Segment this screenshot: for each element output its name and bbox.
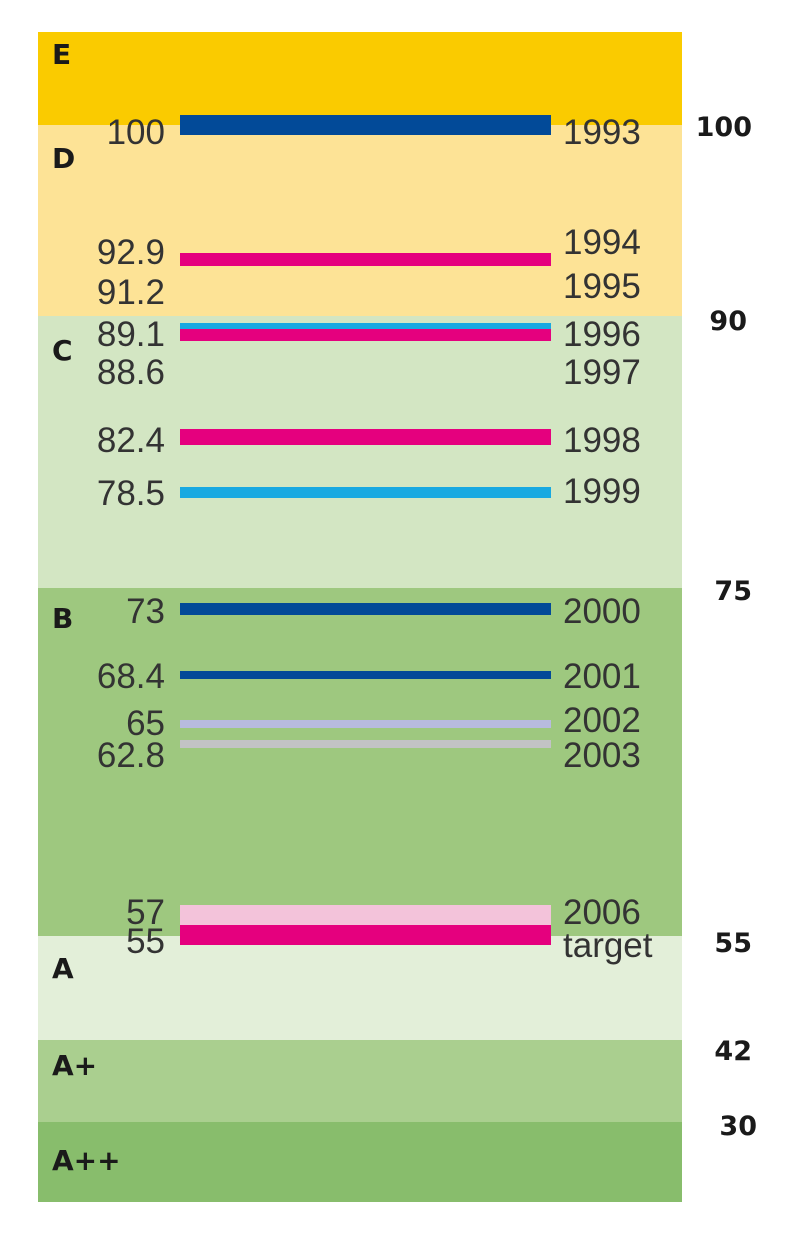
scale-tick-30: 30 — [719, 1111, 757, 1142]
bar-2001 — [180, 671, 551, 679]
band-label: E — [52, 38, 71, 71]
bar-1998 — [180, 429, 551, 445]
year-label-2006: 2006 — [563, 893, 641, 932]
band-e — [38, 32, 682, 125]
band-aplus — [38, 1040, 682, 1122]
year-label-1998: 1998 — [563, 421, 641, 460]
bar-1996 — [180, 323, 551, 329]
value-label-target: 55 — [126, 922, 165, 961]
band-label: B — [52, 602, 73, 635]
year-label-2000: 2000 — [563, 592, 641, 631]
bar-1999 — [180, 487, 551, 498]
band-aplusplus — [38, 1122, 682, 1202]
band-label: C — [52, 334, 73, 367]
bar-2002 — [180, 720, 551, 728]
rating-band-labels: E D C B A A+ A++ — [52, 38, 121, 1177]
scale-tick-100: 100 — [696, 112, 752, 143]
year-label-1997: 1997 — [563, 353, 641, 392]
scale-tick-55: 55 — [714, 928, 752, 959]
value-label-2002: 65 — [126, 704, 165, 743]
value-label-1999: 78.5 — [97, 474, 165, 513]
year-label-1993: 1993 — [563, 113, 641, 152]
value-label-2006: 57 — [126, 893, 165, 932]
rating-bands — [38, 32, 682, 1202]
bar-1997 — [180, 329, 551, 341]
band-label: A++ — [52, 1144, 121, 1177]
bar-2003 — [180, 740, 551, 748]
year-label-2001: 2001 — [563, 657, 641, 696]
value-label-2001: 68.4 — [97, 657, 165, 696]
bar-1993 — [180, 115, 551, 135]
year-label-2003: 2003 — [563, 736, 641, 775]
value-label-1998: 82.4 — [97, 421, 165, 460]
scale-tick-42: 42 — [714, 1036, 752, 1067]
band-label: A+ — [52, 1049, 97, 1082]
bar-1994 — [180, 253, 551, 266]
year-label-target: target — [563, 926, 653, 965]
bar-2006 — [180, 905, 551, 925]
value-label-1997: 88.6 — [97, 353, 165, 392]
value-label-1995: 91.2 — [97, 273, 165, 312]
value-label-1994: 92.9 — [97, 233, 165, 272]
scale-labels: 100 90 75 55 42 30 — [696, 112, 757, 1142]
bar-2000 — [180, 603, 551, 615]
year-label-1999: 1999 — [563, 472, 641, 511]
scale-tick-75: 75 — [714, 576, 752, 607]
band-label: A — [52, 952, 74, 985]
band-b — [38, 588, 682, 936]
year-bars — [180, 115, 551, 945]
band-c — [38, 316, 682, 588]
band-d — [38, 125, 682, 316]
year-label-1996: 1996 — [563, 315, 641, 354]
value-label-2000: 73 — [126, 592, 165, 631]
band-label: D — [52, 142, 75, 175]
scale-tick-90: 90 — [709, 306, 747, 337]
year-label-1994: 1994 — [563, 223, 641, 262]
value-label-1996: 89.1 — [97, 315, 165, 354]
year-label-1995: 1995 — [563, 267, 641, 306]
value-label-2003: 62.8 — [97, 736, 165, 775]
value-label-1993: 100 — [107, 113, 165, 152]
bar-target — [180, 925, 551, 945]
year-label-2002: 2002 — [563, 701, 641, 740]
band-a — [38, 936, 682, 1040]
